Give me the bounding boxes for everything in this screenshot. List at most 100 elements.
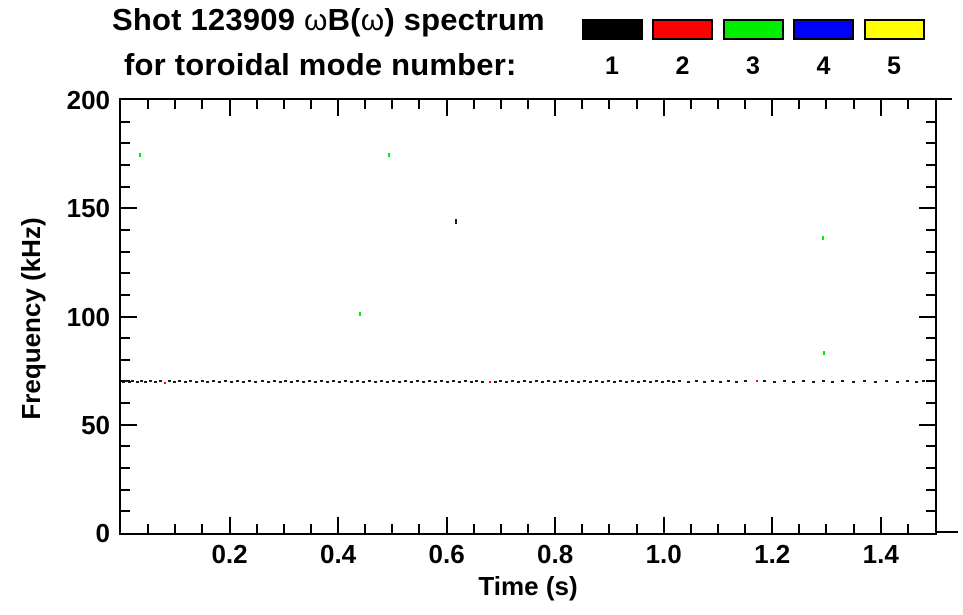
x-major-tick	[445, 517, 448, 533]
y-major-tick	[121, 423, 137, 426]
data-point-toroidal-mode-n=1	[320, 380, 324, 383]
data-point-toroidal-mode-n=1	[618, 380, 622, 383]
y-minor-tick	[121, 120, 130, 123]
legend-swatch-mode-5	[863, 19, 925, 40]
data-point-toroidal-mode-n=1	[735, 380, 739, 383]
y-major-tick	[919, 315, 935, 318]
y-minor-tick	[121, 163, 130, 166]
data-point-toroidal-mode-n=1	[612, 380, 616, 383]
legend-swatch-mode-2	[652, 19, 713, 40]
data-point-toroidal-mode-n=1	[654, 380, 658, 383]
data-point-toroidal-mode-n=1	[630, 380, 634, 383]
x-minor-tick	[364, 100, 367, 109]
data-point-toroidal-mode-n=1	[517, 380, 521, 383]
data-point-toroidal-mode-n=1	[314, 380, 318, 383]
data-point-toroidal-mode-n=1	[906, 380, 910, 383]
data-point-toroidal-mode-n=3	[138, 152, 141, 157]
data-point-toroidal-mode-n=1	[811, 380, 815, 383]
data-point-toroidal-mode-n=1	[178, 380, 182, 383]
x-tick-label: 1.2	[754, 539, 791, 569]
legend: 1 2 3 4 5	[0, 0, 963, 90]
legend-label-mode-3: 3	[746, 52, 760, 80]
data-point-toroidal-mode-n=1	[743, 380, 747, 383]
x-minor-tick	[499, 100, 502, 109]
x-minor-tick	[418, 524, 421, 533]
data-point-toroidal-mode-n=1	[782, 380, 786, 383]
x-minor-tick	[201, 100, 204, 109]
data-point-toroidal-mode-n=1	[535, 380, 539, 383]
x-minor-tick	[201, 524, 204, 533]
y-minor-tick	[121, 445, 130, 448]
data-point-toroidal-mode-n=1	[600, 380, 604, 383]
x-minor-tick	[418, 100, 421, 109]
data-point-toroidal-mode-n=1	[223, 380, 227, 383]
data-point-toroidal-mode-n=1	[200, 380, 204, 383]
data-point-toroidal-mode-n=1	[278, 380, 282, 383]
data-point-toroidal-mode-n=1	[648, 380, 652, 383]
x-minor-tick	[282, 524, 285, 533]
x-major-tick	[337, 517, 340, 533]
data-point-toroidal-mode-n=1	[921, 380, 925, 383]
data-point-toroidal-mode-n=1	[588, 381, 592, 384]
data-point-toroidal-mode-n=1	[168, 380, 172, 383]
data-point-toroidal-mode-n=1	[511, 380, 515, 383]
x-minor-tick	[255, 100, 258, 109]
data-point-toroidal-mode-n=1	[445, 381, 449, 384]
data-point-toroidal-mode-n=1	[884, 380, 888, 383]
data-point-toroidal-mode-n=1	[475, 380, 479, 383]
x-minor-tick	[472, 100, 475, 109]
x-minor-tick	[906, 100, 909, 109]
x-major-tick	[337, 100, 340, 116]
data-point-toroidal-mode-n=1	[642, 380, 646, 383]
data-point-toroidal-mode-n=1	[128, 381, 132, 384]
legend-label-mode-1: 1	[605, 52, 619, 80]
x-major-tick	[662, 100, 665, 116]
data-point-toroidal-mode-n=2	[163, 381, 166, 384]
x-tick-label: 0.6	[428, 539, 465, 569]
data-point-toroidal-mode-n=1	[217, 380, 221, 383]
x-major-tick	[771, 517, 774, 533]
y-minor-tick	[121, 488, 130, 491]
data-point-toroidal-mode-n=1	[131, 380, 135, 383]
data-point-toroidal-mode-n=3	[388, 152, 391, 157]
data-point-toroidal-mode-n=1	[553, 380, 557, 383]
data-point-toroidal-mode-n=1	[686, 381, 690, 384]
x-tick-label: 1.0	[645, 539, 682, 569]
data-point-toroidal-mode-n=1	[409, 380, 413, 383]
x-minor-tick	[798, 100, 801, 109]
data-point-toroidal-mode-n=1	[821, 380, 825, 383]
data-point-toroidal-mode-n=1	[397, 381, 401, 384]
data-point-toroidal-mode-n=1	[727, 380, 731, 383]
x-minor-tick	[744, 524, 747, 533]
y-tick-label: 0	[95, 518, 110, 548]
data-point-toroidal-mode-n=1	[666, 380, 670, 383]
x-minor-tick	[527, 524, 529, 533]
x-minor-tick	[608, 524, 611, 533]
data-point-toroidal-mode-n=1	[338, 380, 342, 383]
x-major-tick	[879, 100, 882, 116]
x-minor-tick	[852, 524, 855, 533]
data-point-toroidal-mode-n=1	[194, 380, 198, 383]
y-minor-tick	[926, 250, 935, 253]
y-tick-label: 200	[66, 85, 110, 115]
data-point-toroidal-mode-n=3	[822, 351, 825, 356]
data-point-toroidal-mode-n=1	[831, 380, 835, 383]
title-text: ) spectrum	[384, 2, 545, 37]
y-minor-tick	[121, 185, 130, 188]
data-point-toroidal-mode-n=1	[158, 380, 162, 383]
data-point-toroidal-mode-n=1	[308, 380, 312, 383]
y-minor-tick	[926, 142, 935, 145]
data-point-toroidal-mode-n=2	[756, 380, 758, 383]
data-point-toroidal-mode-n=1	[379, 380, 383, 383]
x-minor-tick	[581, 100, 584, 109]
data-point-toroidal-mode-n=1	[290, 380, 294, 383]
x-tick-label: 0.8	[537, 539, 574, 569]
data-point-toroidal-mode-n=1	[895, 380, 899, 383]
legend-swatch-mode-4	[793, 19, 854, 40]
data-point-toroidal-mode-n=1	[852, 380, 856, 383]
y-minor-tick	[926, 510, 935, 513]
y-minor-tick	[926, 272, 935, 275]
data-point-toroidal-mode-n=1	[505, 380, 509, 383]
data-point-toroidal-mode-n=1	[368, 380, 372, 383]
